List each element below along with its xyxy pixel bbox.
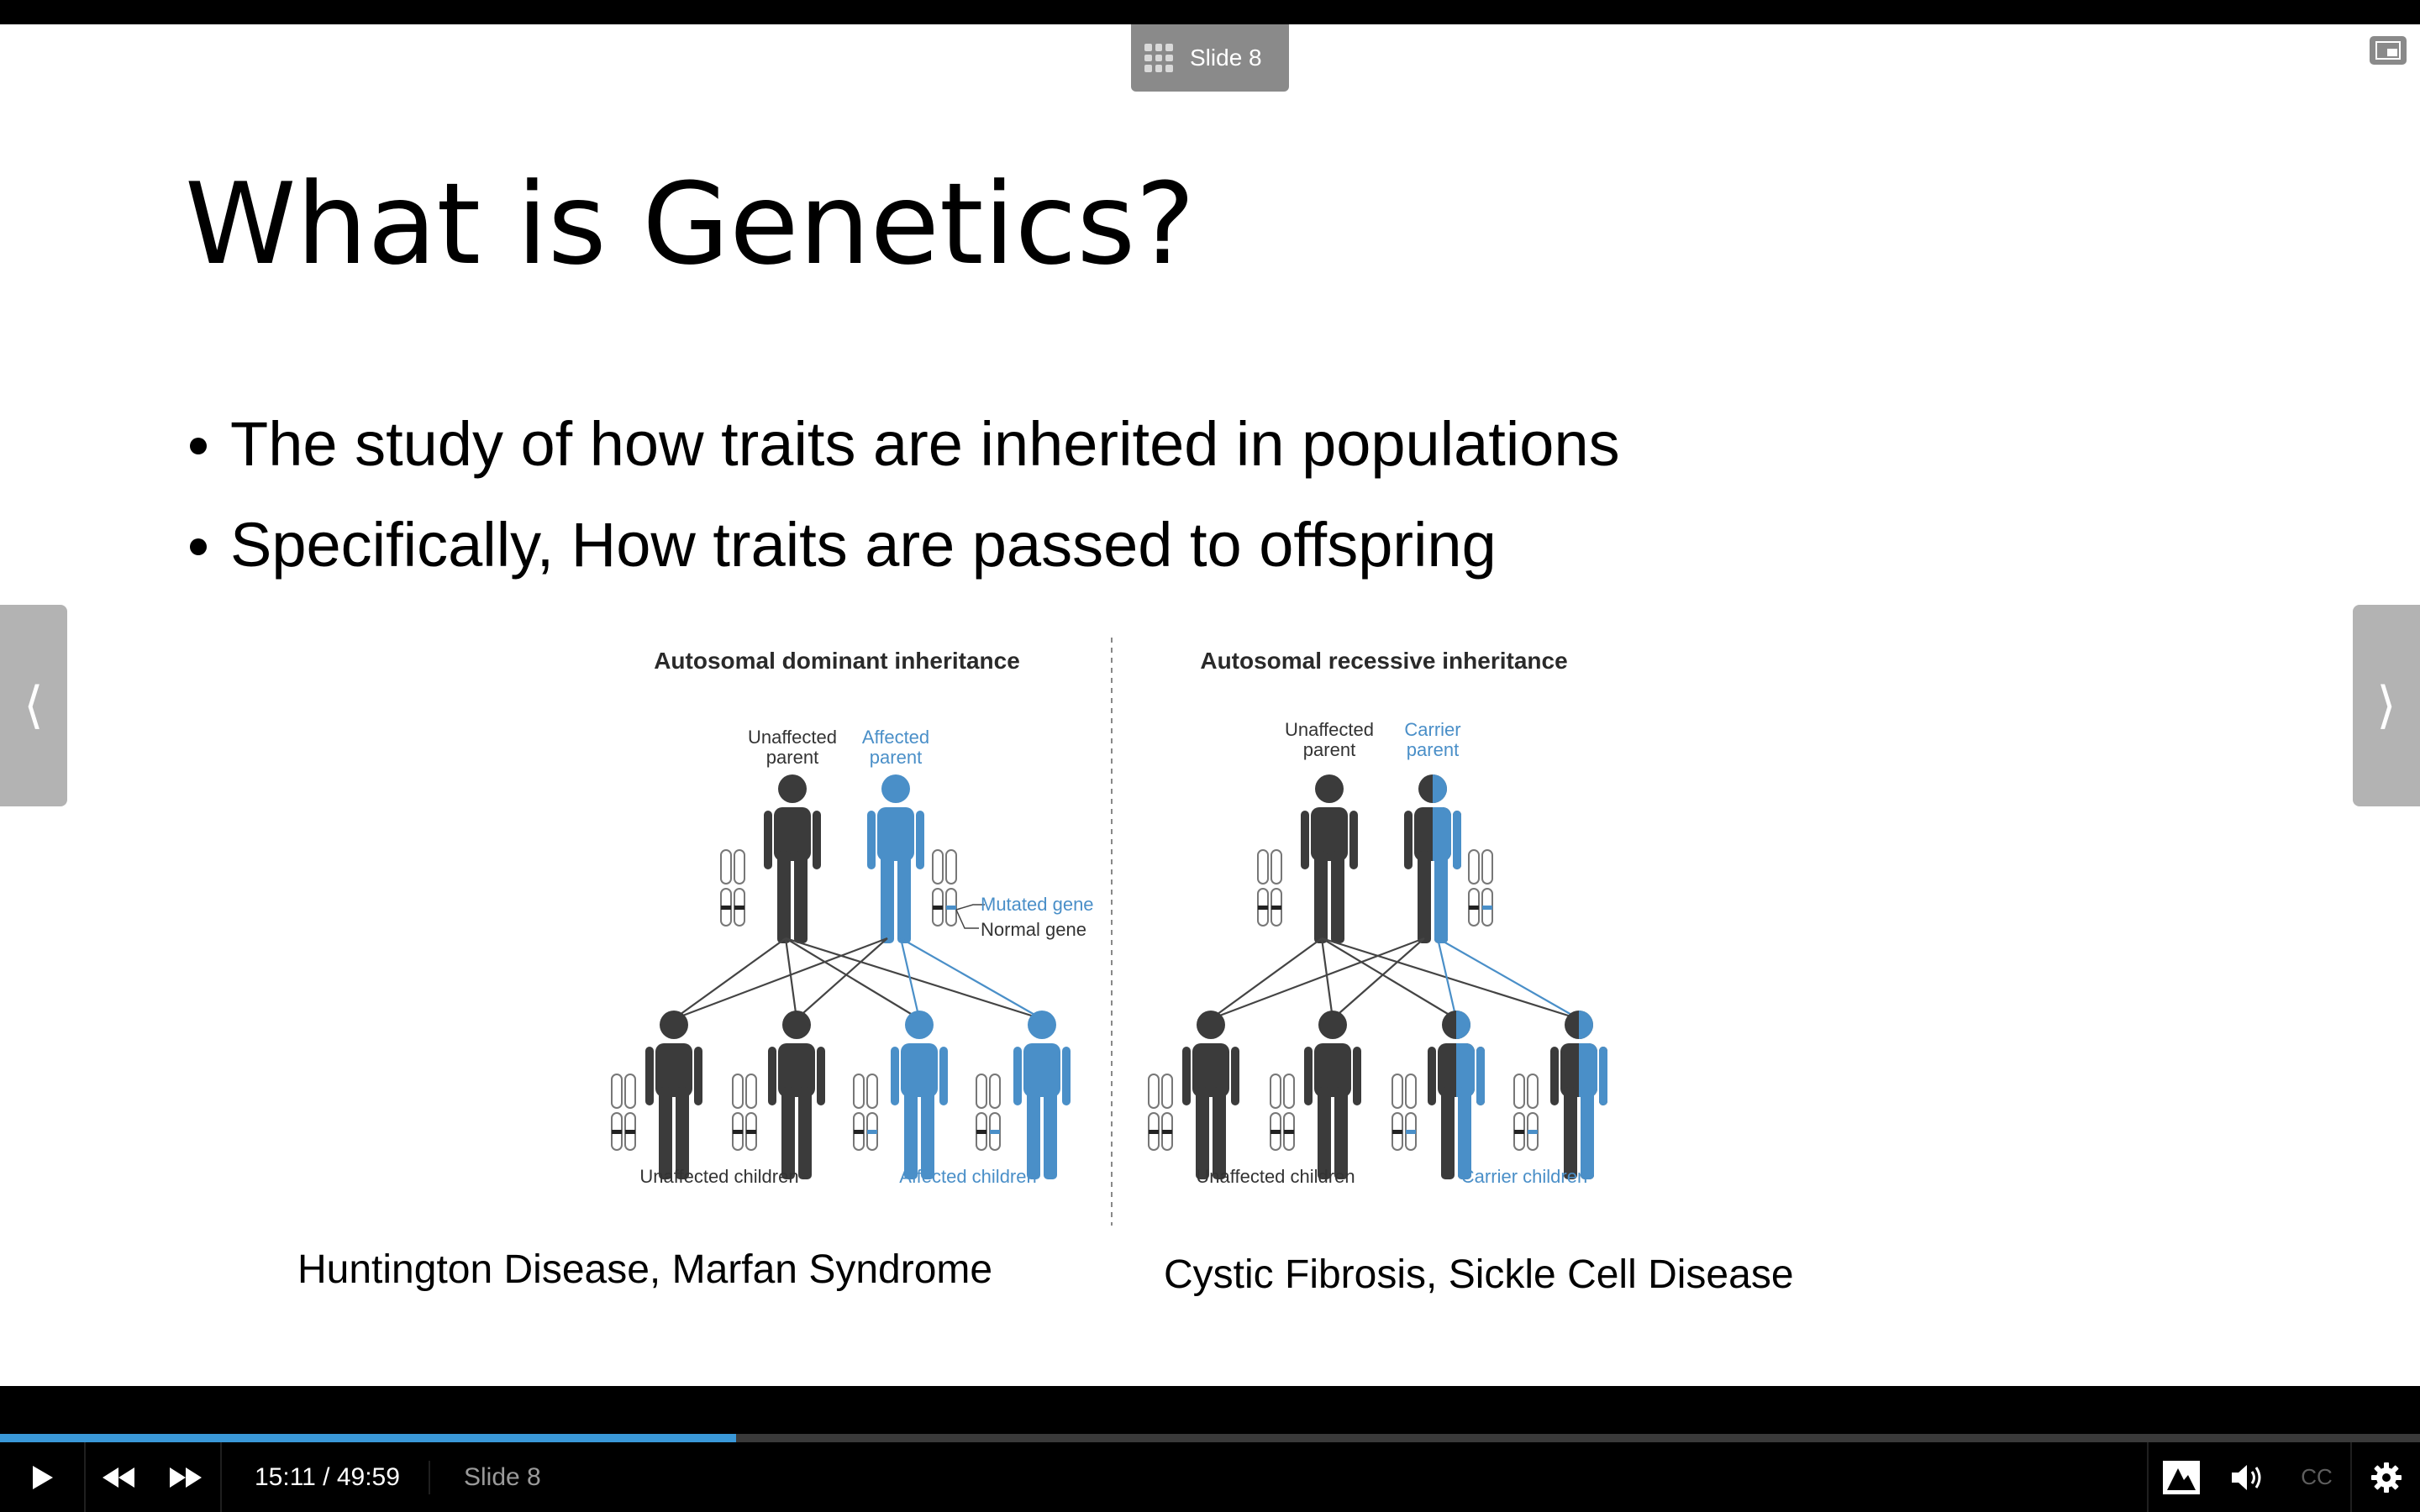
picture-in-picture-icon	[2375, 41, 2401, 60]
parent-label: parent	[1407, 739, 1459, 760]
fast-forward-button[interactable]	[153, 1442, 218, 1512]
progress-bar[interactable]	[0, 1434, 2420, 1442]
presentation-view-button[interactable]	[2149, 1442, 2214, 1512]
picture-in-picture-button[interactable]	[2370, 36, 2407, 65]
bullet-list: The study of how traits are inherited in…	[183, 394, 1620, 596]
gear-icon	[2370, 1462, 2402, 1493]
parent-label: Affected	[862, 727, 929, 748]
chevron-right-icon: ⟩	[2376, 677, 2396, 733]
volume-icon	[2232, 1464, 2261, 1490]
children-label: Affected children	[899, 1166, 1036, 1187]
parent-label: Unaffected	[748, 727, 837, 748]
children-label: Carrier children	[1461, 1166, 1587, 1187]
grid-icon	[1144, 44, 1173, 72]
right-caption: Cystic Fibrosis, Sickle Cell Disease	[1164, 1252, 1794, 1297]
top-bar	[0, 0, 2420, 24]
rewind-button[interactable]	[86, 1442, 151, 1512]
time-display: 15:11 / 49:59	[255, 1463, 400, 1491]
children-label: Unaffected children	[1196, 1166, 1355, 1187]
bullet-item: The study of how traits are inherited in…	[183, 394, 1620, 495]
legend-mutated-gene: Mutated gene	[981, 894, 1094, 915]
slide-menu-button[interactable]: Slide 8	[1131, 24, 1289, 92]
right-diagram-title: Autosomal recessive inheritance	[1200, 648, 1567, 674]
play-icon	[33, 1465, 53, 1489]
next-slide-button[interactable]: ⟩	[2353, 605, 2420, 806]
children-label: Unaffected children	[639, 1166, 798, 1187]
previous-slide-button[interactable]: ⟨	[0, 605, 67, 806]
parent-label: parent	[870, 747, 922, 768]
slide-title: What is Genetics?	[185, 159, 1196, 290]
slide-canvas: Slide 8 What is Genetics? The study of h…	[0, 24, 2420, 1386]
parent-label: parent	[766, 747, 818, 768]
current-slide-label: Slide 8	[464, 1463, 541, 1491]
player-controls: 15:11 / 49:59 Slide 8 CC	[0, 1442, 2420, 1512]
volume-button[interactable]	[2216, 1442, 2281, 1512]
slide-badge-label: Slide 8	[1190, 45, 1262, 71]
legend-normal-gene: Normal gene	[981, 919, 1086, 940]
parent-label: Carrier	[1404, 719, 1460, 740]
chevron-left-icon: ⟨	[24, 677, 44, 733]
rewind-icon	[103, 1467, 134, 1488]
settings-button[interactable]	[2352, 1442, 2420, 1512]
presentation-icon	[2163, 1460, 2200, 1494]
bullet-item: Specifically, How traits are passed to o…	[183, 495, 1620, 596]
closed-captions-button[interactable]: CC	[2283, 1442, 2350, 1512]
fast-forward-icon	[170, 1467, 202, 1488]
progress-fill	[0, 1434, 736, 1442]
left-caption: Huntington Disease, Marfan Syndrome	[297, 1247, 993, 1292]
inheritance-diagram: Autosomal dominant inheritance Autosomal…	[611, 638, 1639, 1226]
left-diagram-title: Autosomal dominant inheritance	[654, 648, 1020, 674]
parent-label: parent	[1303, 739, 1355, 760]
play-button[interactable]	[0, 1442, 84, 1512]
cc-label: CC	[2301, 1464, 2333, 1489]
parent-label: Unaffected	[1285, 719, 1374, 740]
